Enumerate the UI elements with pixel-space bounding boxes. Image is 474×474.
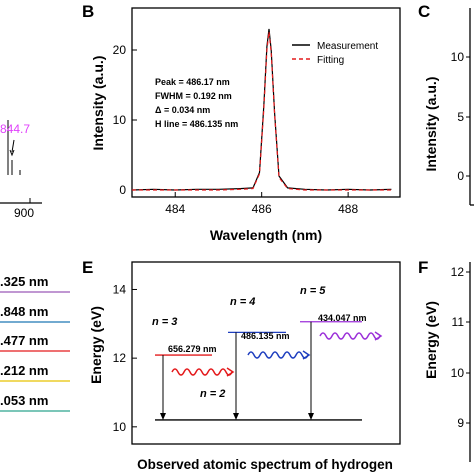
photon-arrow-icon <box>374 331 383 341</box>
x-tick-900: 900 <box>14 206 34 220</box>
panel-e-plot: 10 12 14 n = 2 n = 3 n = 4 n = 5 656.279 nm 486.… <box>113 261 401 445</box>
panel-f-tick: 12 <box>451 265 465 279</box>
x-tick-label: 488 <box>338 202 358 216</box>
y-tick-label: 10 <box>113 420 127 434</box>
plot-frame <box>131 7 401 198</box>
photon-arrow-icon <box>302 350 311 360</box>
panel-f-tick: 11 <box>452 315 465 329</box>
line-label: .212 nm <box>0 363 48 378</box>
wavelength-label: 434.047 nm <box>318 313 367 323</box>
annotation-text: FWHM = 0.192 nm <box>155 91 232 101</box>
x-tick-label: 484 <box>165 202 185 216</box>
panel-f-tick: 9 <box>457 416 464 430</box>
x-tick-label: 486 <box>252 202 272 216</box>
y-tick-label: 14 <box>113 282 127 296</box>
annotation-text: Δ = 0.034 nm <box>155 105 210 115</box>
arrow-icon <box>11 139 15 153</box>
panel-f-axis: 12 11 10 9 <box>451 262 471 462</box>
line-label: .848 nm <box>0 304 48 319</box>
y-tick-label: 12 <box>113 351 127 365</box>
line-label: .477 nm <box>0 333 48 348</box>
arrowhead-icon <box>233 412 239 420</box>
annotation-text: H line = 486.135 nm <box>155 119 238 129</box>
panel-letter-c: C <box>418 2 430 21</box>
y-tick-label: 10 <box>113 113 127 127</box>
arrowhead-icon <box>308 412 314 420</box>
panel-b-x-axis-title: Wavelength (nm) <box>210 227 322 243</box>
photon-arrow-icon <box>226 367 235 377</box>
panel-letter-e: E <box>82 258 93 277</box>
panel-a-fragment: 844.7 900 <box>0 120 42 220</box>
photon-wave-icon <box>319 332 381 340</box>
arrowhead-icon <box>160 412 166 420</box>
energy-level-label: n = 3 <box>152 316 177 328</box>
photon-wave-icon <box>247 351 309 359</box>
panel-d-fragment: .325 nm .848 nm .477 nm .212 nm .053 nm <box>0 274 70 412</box>
panel-e-title: Observed atomic spectrum of hydrogen <box>137 457 393 472</box>
panel-f-y-axis-title: Energy (eV) <box>423 301 439 379</box>
y-tick-label: 0 <box>119 183 126 197</box>
panel-c-tick: 5 <box>457 110 464 124</box>
panel-c-tick: 10 <box>451 50 465 64</box>
peak-label-fragment: 844.7 <box>0 122 30 136</box>
panel-letter-f: F <box>418 258 428 277</box>
line-label: .325 nm <box>0 274 48 289</box>
energy-level-label: n = 2 <box>200 388 225 400</box>
photon-wave-icon <box>171 368 233 376</box>
energy-level-label: n = 5 <box>300 285 326 297</box>
panel-c-tick: 0 <box>457 169 464 183</box>
legend-label: Measurement <box>317 41 378 52</box>
wavelength-label: 656.279 nm <box>168 344 217 354</box>
wavelength-label: 486.135 nm <box>241 331 290 341</box>
panel-b-y-axis-title: Intensity (a.u.) <box>90 56 106 151</box>
panel-b-plot: 484 486 488 0 10 20 Measurement Fitting Peak = 4… <box>113 7 401 216</box>
panel-c-y-axis-title: Intensity (a.u.) <box>423 77 439 172</box>
panel-letter-b: B <box>82 2 94 21</box>
plot-frame <box>131 261 401 445</box>
panel-c-axis: 10 5 0 <box>451 8 474 206</box>
y-tick-label: 20 <box>113 43 127 57</box>
energy-level-label: n = 4 <box>230 296 255 308</box>
legend-label: Fitting <box>317 55 344 66</box>
panel-f-tick: 10 <box>451 366 465 380</box>
panel-e-y-axis-title: Energy (eV) <box>88 306 104 384</box>
line-label: .053 nm <box>0 393 48 408</box>
annotation-text: Peak = 486.17 nm <box>155 77 230 87</box>
